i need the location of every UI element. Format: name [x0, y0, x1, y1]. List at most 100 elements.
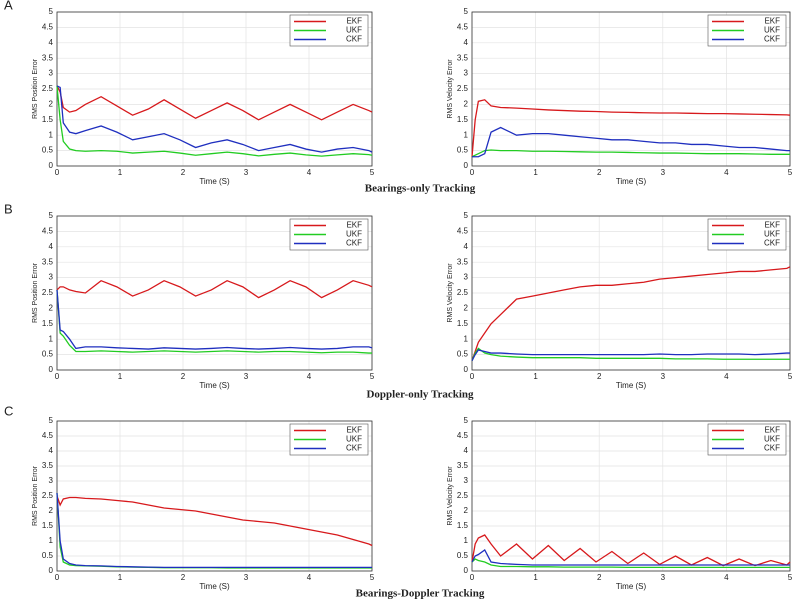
y-tick-label: 2: [464, 100, 469, 109]
x-tick-label: 3: [244, 372, 249, 381]
y-axis-label: RMS Position Error: [32, 58, 39, 119]
x-tick-label: 1: [533, 573, 538, 582]
y-tick-label: 5: [49, 7, 54, 16]
y-tick-label: 0.5: [42, 146, 54, 155]
panel-letter: C: [4, 403, 13, 418]
legend-label: UKF: [346, 230, 362, 239]
x-axis-label: Time (S): [616, 381, 647, 390]
series-line: [471, 549, 790, 566]
y-tick-label: 0: [49, 566, 54, 575]
y-tick-label: 3: [49, 69, 54, 78]
y-tick-label: 4.5: [42, 227, 54, 236]
y-tick-label: 3: [464, 69, 469, 78]
legend-label: UKF: [346, 435, 362, 444]
y-tick-label: 1: [49, 536, 54, 545]
y-axis-label: RMS Velocity Error: [447, 59, 454, 119]
y-tick-label: 3.5: [457, 461, 469, 470]
y-tick-label: 5: [49, 211, 54, 220]
x-tick-label: 5: [788, 168, 793, 177]
x-tick-label: 4: [307, 573, 312, 582]
x-tick-label: 2: [181, 372, 186, 381]
y-tick-label: 2.5: [42, 84, 54, 93]
y-tick-label: 1.5: [457, 521, 469, 530]
x-tick-label: 1: [533, 372, 538, 381]
series-line: [56, 492, 372, 569]
plot-frame: [471, 215, 791, 371]
y-tick-label: 2.5: [42, 288, 54, 297]
y-tick-label: 2.5: [457, 84, 469, 93]
x-tick-label: 5: [370, 573, 375, 582]
x-tick-label: 2: [597, 372, 602, 381]
y-tick-label: 0: [464, 161, 469, 170]
y-tick-label: 2.5: [42, 491, 54, 500]
x-axis-label: Time (S): [199, 177, 230, 186]
y-tick-label: 0.5: [457, 551, 469, 560]
y-tick-label: 0.5: [42, 350, 54, 359]
x-tick-label: 0: [470, 168, 475, 177]
series-line: [56, 492, 372, 569]
y-tick-label: 1.5: [42, 521, 54, 530]
y-tick-label: 4: [464, 242, 469, 251]
series-line: [56, 85, 373, 121]
legend-label: CKF: [346, 35, 362, 44]
x-tick-label: 2: [597, 168, 602, 177]
legend-label: UKF: [764, 26, 780, 35]
y-tick-label: 2.5: [457, 288, 469, 297]
x-tick-label: 3: [661, 573, 666, 582]
y-tick-label: 1.5: [42, 115, 54, 124]
y-tick-label: 0: [464, 566, 469, 575]
y-tick-label: 4: [464, 38, 469, 47]
y-tick-label: 3.5: [42, 257, 54, 266]
plot-frame: [471, 420, 791, 572]
y-tick-label: 2: [49, 506, 54, 515]
x-tick-label: 2: [181, 168, 186, 177]
y-tick-label: 4.5: [457, 23, 469, 32]
legend-label: EKF: [764, 221, 780, 230]
y-tick-label: 1: [49, 334, 54, 343]
legend-label: CKF: [764, 239, 780, 248]
legend-label: UKF: [764, 435, 780, 444]
y-tick-label: 5: [464, 211, 469, 220]
y-axis-label: RMS Position Error: [32, 465, 39, 526]
y-tick-label: 2: [464, 506, 469, 515]
x-tick-label: 0: [470, 573, 475, 582]
y-tick-label: 4: [49, 446, 54, 455]
legend-label: EKF: [346, 221, 362, 230]
x-axis-label: Time (S): [616, 582, 647, 591]
series-line: [56, 495, 373, 547]
series-line: [471, 558, 790, 569]
y-tick-label: 4: [49, 242, 54, 251]
legend-label: EKF: [764, 17, 780, 26]
y-axis-label: RMS Velocity Error: [447, 263, 454, 323]
y-tick-label: 0.5: [42, 551, 54, 560]
series-line: [471, 99, 791, 157]
y-tick-label: 3.5: [457, 53, 469, 62]
x-tick-label: 4: [724, 372, 729, 381]
panel-caption: Doppler-only Tracking: [366, 389, 474, 401]
y-tick-label: 3: [49, 273, 54, 282]
x-tick-label: 3: [244, 168, 249, 177]
y-tick-label: 4: [464, 446, 469, 455]
x-axis-label: Time (S): [199, 381, 230, 390]
series-line: [56, 279, 373, 299]
x-axis-label: Time (S): [616, 177, 647, 186]
y-tick-label: 3.5: [42, 53, 54, 62]
y-tick-label: 0: [49, 161, 54, 170]
x-tick-label: 0: [55, 372, 60, 381]
legend-label: CKF: [764, 35, 780, 44]
y-tick-label: 1.5: [457, 115, 469, 124]
y-tick-label: 0.5: [457, 146, 469, 155]
x-tick-label: 1: [118, 168, 123, 177]
y-tick-label: 3: [49, 476, 54, 485]
x-tick-label: 2: [597, 573, 602, 582]
y-tick-label: 3.5: [42, 461, 54, 470]
series-line: [56, 85, 373, 153]
series-line: [56, 289, 372, 354]
x-tick-label: 0: [470, 372, 475, 381]
y-tick-label: 1: [49, 130, 54, 139]
x-tick-label: 4: [307, 168, 312, 177]
y-tick-label: 4.5: [457, 431, 469, 440]
legend-label: UKF: [764, 230, 780, 239]
x-tick-label: 3: [661, 372, 666, 381]
